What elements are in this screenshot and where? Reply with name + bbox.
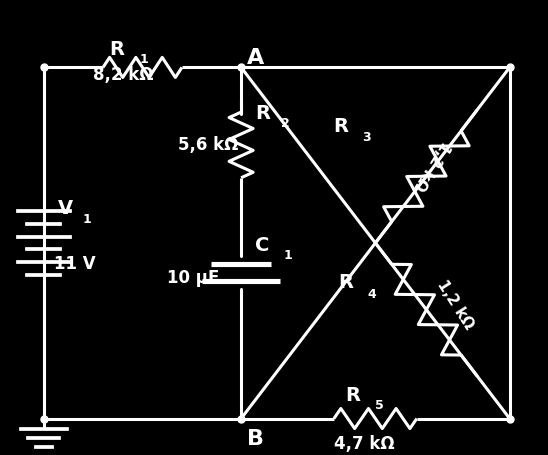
Text: R: R: [255, 103, 270, 122]
Text: 4: 4: [367, 287, 376, 300]
Text: R: R: [110, 40, 124, 59]
Text: C: C: [255, 235, 269, 254]
Text: 1: 1: [284, 248, 293, 262]
Text: A: A: [247, 48, 264, 68]
Text: R: R: [345, 385, 360, 404]
Text: 1,2 kΩ: 1,2 kΩ: [410, 138, 453, 192]
Text: 5,6 kΩ: 5,6 kΩ: [178, 136, 238, 154]
Text: 1,2 kΩ: 1,2 kΩ: [435, 277, 477, 331]
Text: V: V: [58, 199, 73, 218]
Text: 5: 5: [375, 399, 384, 412]
Text: 4,7 kΩ: 4,7 kΩ: [334, 434, 395, 452]
Text: 2: 2: [281, 116, 289, 130]
Text: 1: 1: [82, 213, 91, 226]
Text: R: R: [333, 116, 348, 135]
Text: R: R: [339, 272, 353, 291]
Text: 3: 3: [362, 131, 370, 143]
Text: 11 V: 11 V: [54, 254, 95, 273]
Text: 10 μF: 10 μF: [167, 268, 220, 286]
Text: 1: 1: [139, 53, 148, 66]
Text: B: B: [247, 428, 264, 448]
Text: 8,2 kΩ: 8,2 kΩ: [93, 66, 153, 84]
